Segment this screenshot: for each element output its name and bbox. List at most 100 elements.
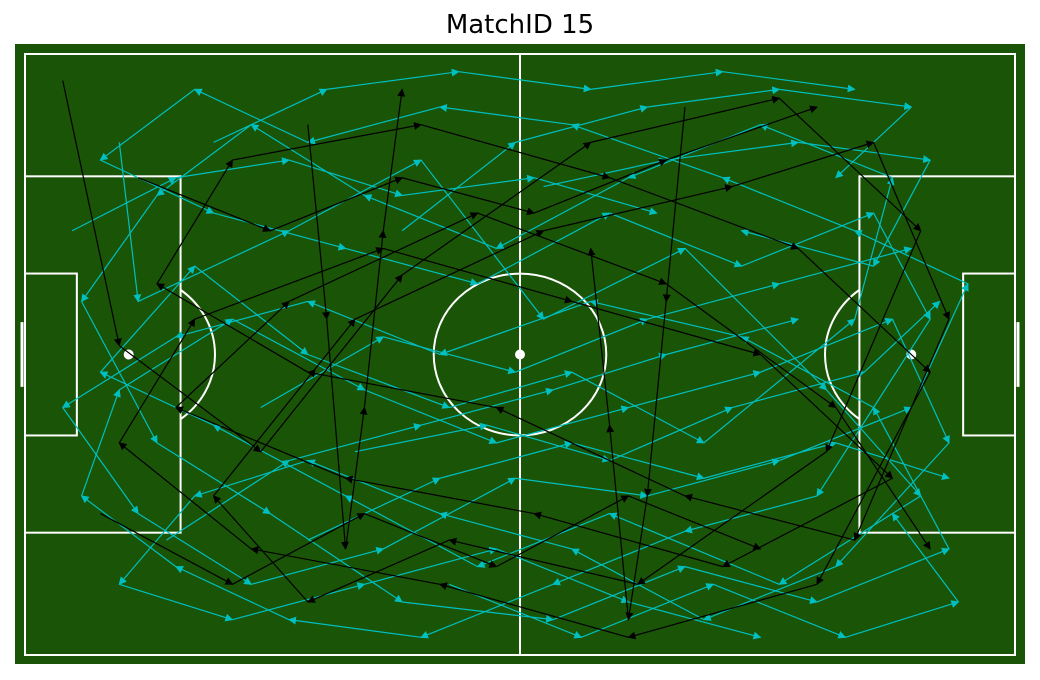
pass-arrow-cyan [571,442,705,481]
pass-arrow-cyan [863,300,941,373]
pass-arrow-black [383,247,573,304]
pass-arrow-black [382,88,406,231]
pass-arrow-cyan [194,265,309,356]
pass-arrow-cyan [175,157,290,179]
pass-arrow-cyan [99,265,196,373]
pass-arrow-cyan [118,495,196,586]
pass-arrow-cyan [118,142,142,303]
pass-arrow-cyan [496,548,630,604]
pass-arrow-cyan [891,512,959,603]
pass-arrow-black [543,184,734,232]
pass-arrow-cyan [835,442,950,568]
pass-arrow-cyan [702,566,837,621]
pass-arrow-cyan [420,583,554,639]
pass-arrow-black [873,142,950,321]
pass-arrow-cyan [80,495,177,568]
pass-arrow-black [232,513,366,585]
pass-arrow-cyan [99,88,196,161]
pass-arrow-cyan [344,495,478,568]
pass-arrow-cyan [515,318,649,373]
pass-arrow-black [250,546,440,585]
pass-arrow-black [477,212,668,286]
pass-arrow-cyan [306,459,441,515]
pass-arrow-cyan [647,86,781,108]
pass-arrow-cyan [100,159,215,214]
pass-arrow-cyan [779,88,913,111]
pass-arrow-black [778,97,922,232]
pass-arrow-cyan [854,176,895,320]
pass-arrow-cyan [825,389,922,497]
pass-arrow-cyan [118,318,234,391]
pass-arrow-black [438,582,629,638]
pass-arrow-cyan [684,248,828,391]
pass-arrow-black [816,371,931,586]
pass-arrow-cyan [61,336,177,409]
pass-arrow-black [401,141,592,276]
pass-arrow-cyan [853,230,969,285]
pass-arrow-cyan [779,246,913,285]
pass-arrow-cyan [703,440,837,479]
pass-arrow-cyan [402,174,536,197]
pass-arrow-cyan [873,212,931,321]
pass-arrow-cyan [571,371,705,444]
pass-arrow-black [533,158,668,214]
pass-arrow-black [260,274,403,453]
pass-arrow-black [307,124,331,321]
pass-arrow-cyan [458,71,592,93]
pass-arrow-cyan [119,583,234,622]
pass-arrow-cyan [552,352,668,391]
right-penalty-arc [824,289,861,420]
pass-arrow-cyan [326,68,460,90]
pass-arrow-cyan [156,442,271,515]
pass-arrow-cyan [741,211,875,267]
pass-arrow-cyan [420,159,545,320]
pass-arrow-black [156,159,233,285]
pass-arrow-cyan [628,601,762,640]
pass-arrow-cyan [212,424,346,497]
pass-arrow-cyan [420,387,554,426]
pass-arrow-cyan [476,513,610,568]
pass-arrow-cyan [306,106,441,145]
pass-arrow-black [495,406,686,497]
pass-arrow-black [760,354,894,479]
pass-arrow-cyan [713,583,847,639]
pass-arrow-black [118,318,196,444]
left-penalty-arc [179,289,216,420]
pass-arrow-cyan [778,495,922,585]
pass-arrow-cyan [759,123,893,179]
pass-arrow-cyan [288,423,422,462]
pass-arrow-black [288,212,479,303]
pass-arrow-cyan [80,195,158,303]
pass-arrow-cyan [515,477,649,499]
pass-arrow-black [625,495,648,621]
pass-arrow-cyan [213,212,347,251]
pass-arrow-black [100,513,234,585]
pass-arrow-cyan [647,458,781,497]
pass-arrow-cyan [383,477,517,550]
pass-arrow-cyan [609,212,743,268]
pass-arrow-cyan [438,511,573,550]
pass-arrow-cyan [835,442,950,480]
pass-arrow-black [533,511,723,568]
pass-arrow-cyan [684,566,818,605]
pass-arrow-black [232,122,422,161]
pass-arrow-black [797,248,931,373]
pass-arrow-cyan [647,281,781,320]
pass-arrow-cyan [608,512,780,585]
pass-arrow-black [212,495,309,603]
pass-arrow-cyan [250,124,365,196]
pass-arrow-cyan [570,123,723,179]
pass-arrow-black [344,406,368,550]
pass-arrow-black [721,477,893,568]
pass-arrow-black [643,301,667,497]
pass-arrow-cyan [486,424,611,463]
pass-arrow-cyan [627,124,761,179]
pass-arrow-black [306,539,450,603]
pass-arrow-cyan [354,422,488,453]
pass-arrow-black [213,318,356,497]
pass-arrow-cyan [798,141,932,164]
pass-arrow-cyan [721,176,855,232]
pass-arrow-black [194,247,385,320]
pass-arrow-cyan [438,300,591,356]
